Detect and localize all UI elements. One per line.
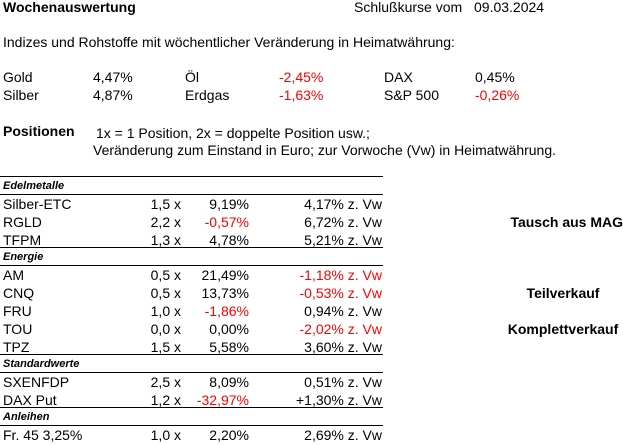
divider <box>0 407 383 408</box>
position-note: Komplettverkauf <box>507 321 619 337</box>
index-name: S&P 500 <box>384 87 440 103</box>
position-change: 2,20% <box>209 427 249 443</box>
positions-title: Positionen <box>3 123 75 139</box>
report-date: 09.03.2024 <box>474 0 545 15</box>
position-change: 0,00% <box>209 321 249 337</box>
date-label: Schlußkurse vom <box>354 0 463 15</box>
section-header: Edelmetalle <box>3 180 65 192</box>
position-name: SXENFDP <box>3 374 70 390</box>
weekly-change: 5,21% z. Vw <box>304 232 382 248</box>
position-name: CNQ <box>3 285 35 301</box>
index-name: Erdgas <box>185 87 230 103</box>
divider <box>0 372 383 373</box>
position-note: Tausch aus MAG <box>510 214 623 230</box>
position-multiplier: 1,0 x <box>150 427 181 443</box>
index-change: 0,45% <box>475 69 515 85</box>
position-change: -1,86% <box>204 303 249 319</box>
weekly-change: 0,94% z. Vw <box>304 303 382 319</box>
position-name: Silber-ETC <box>3 196 72 212</box>
intro-text: Indizes und Rohstoffe mit wöchentlicher … <box>3 34 455 50</box>
position-change: 21,49% <box>201 267 249 283</box>
index-change: 4,87% <box>93 87 133 103</box>
position-name: DAX Put <box>3 392 57 408</box>
positions-note-1: 1x = 1 Position, 2x = doppelte Position … <box>96 125 370 141</box>
weekly-change: 4,17% z. Vw <box>304 196 382 212</box>
positions-note-2: Veränderung zum Einstand in Euro; zur Vo… <box>93 142 557 158</box>
position-change: -0,57% <box>204 214 249 230</box>
position-change: 8,09% <box>209 374 249 390</box>
divider <box>0 265 383 266</box>
weekly-change: 3,60% z. Vw <box>304 339 382 355</box>
index-change: -0,26% <box>475 87 520 103</box>
index-name: Gold <box>3 69 33 85</box>
weekly-change: -2,02% z. Vw <box>299 321 382 337</box>
index-name: Silber <box>3 87 39 103</box>
position-multiplier: 1,5 x <box>150 339 181 355</box>
position-change: -32,97% <box>196 392 249 408</box>
position-name: Fr. 45 3,25% <box>3 427 83 443</box>
divider <box>0 354 383 355</box>
section-header: Energie <box>3 251 44 263</box>
position-name: AM <box>3 267 24 283</box>
position-name: TFPM <box>3 232 42 248</box>
position-multiplier: 0,5 x <box>150 267 181 283</box>
index-name: DAX <box>384 69 413 85</box>
weekly-change: +1,30% z. Vw <box>296 392 382 408</box>
position-multiplier: 1,0 x <box>150 303 181 319</box>
index-change: 4,47% <box>93 69 133 85</box>
weekly-change: 2,69% z. Vw <box>304 427 382 443</box>
position-name: TPZ <box>3 339 30 355</box>
position-multiplier: 1,3 x <box>150 232 181 248</box>
position-multiplier: 0,0 x <box>150 321 181 337</box>
position-multiplier: 1,2 x <box>150 392 181 408</box>
section-header: Standardwerte <box>3 358 80 370</box>
index-change: -1,63% <box>279 87 324 103</box>
divider <box>0 425 383 426</box>
position-change: 4,78% <box>209 232 249 248</box>
position-note: Teilverkauf <box>526 285 600 301</box>
divider <box>0 176 383 177</box>
report-title: Wochenauswertung <box>3 0 136 15</box>
weekly-change: 0,51% z. Vw <box>304 374 382 390</box>
divider <box>0 247 383 248</box>
position-change: 13,73% <box>201 285 249 301</box>
position-change: 5,58% <box>209 339 249 355</box>
position-name: RGLD <box>3 214 42 230</box>
weekly-change: 6,72% z. Vw <box>304 214 382 230</box>
position-multiplier: 1,5 x <box>150 196 181 212</box>
position-name: TOU <box>3 321 33 337</box>
position-multiplier: 2,2 x <box>150 214 181 230</box>
index-change: -2,45% <box>279 69 324 85</box>
position-change: 9,19% <box>209 196 249 212</box>
position-multiplier: 2,5 x <box>150 374 181 390</box>
position-name: FRU <box>3 303 32 319</box>
section-header: Anleihen <box>3 411 50 423</box>
index-name: Öl <box>185 69 199 85</box>
weekly-change: -0,53% z. Vw <box>299 285 382 301</box>
weekly-change: -1,18% z. Vw <box>299 267 382 283</box>
divider <box>0 194 383 195</box>
position-multiplier: 0,5 x <box>150 285 181 301</box>
